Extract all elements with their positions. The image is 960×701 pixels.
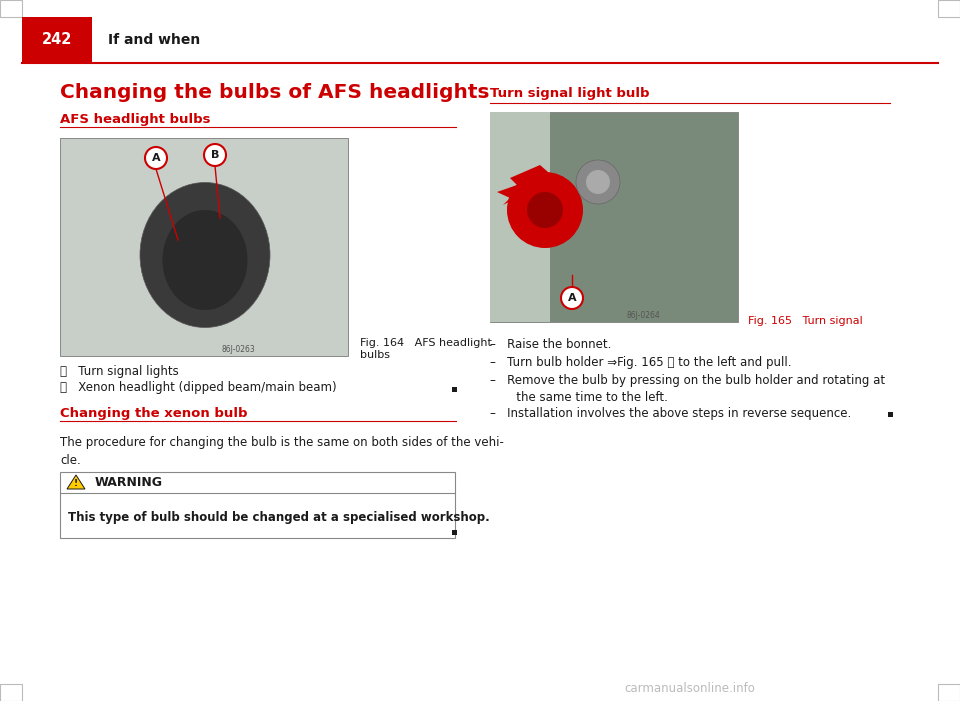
Bar (60, 138, 348, 356)
Text: –   Installation involves the above steps in reverse sequence.: – Installation involves the above steps … (490, 407, 852, 420)
Text: WARNING: WARNING (95, 477, 163, 489)
Circle shape (204, 144, 226, 166)
Text: A: A (567, 293, 576, 303)
Bar (60, 472, 455, 538)
Bar (0, 0, 22, 17)
Text: 86J-0264: 86J-0264 (626, 311, 660, 320)
Bar (452, 530, 457, 535)
Text: If and when: If and when (108, 33, 201, 47)
Polygon shape (497, 165, 548, 205)
Circle shape (527, 192, 563, 228)
Text: B: B (211, 150, 219, 160)
Text: Fig. 164   AFS headlight
bulbs: Fig. 164 AFS headlight bulbs (360, 338, 492, 360)
Text: This type of bulb should be changed at a specialised workshop.: This type of bulb should be changed at a… (68, 512, 490, 524)
Text: –   Remove the bulb by pressing on the bulb holder and rotating at
       the sa: – Remove the bulb by pressing on the bul… (490, 374, 885, 404)
Ellipse shape (162, 210, 248, 310)
Text: –   Turn bulb holder ⇒Fig. 165 Ⓐ to the left and pull.: – Turn bulb holder ⇒Fig. 165 Ⓐ to the le… (490, 356, 791, 369)
Text: Turn signal light bulb: Turn signal light bulb (490, 86, 650, 100)
Bar (490, 112, 550, 322)
Text: Ⓑ   Xenon headlight (dipped beam/main beam): Ⓑ Xenon headlight (dipped beam/main beam… (60, 381, 337, 393)
Bar (938, 0, 960, 17)
Text: carmanualsonline.info: carmanualsonline.info (625, 681, 756, 695)
Circle shape (561, 287, 583, 309)
Text: Fig. 165   Turn signal: Fig. 165 Turn signal (748, 316, 863, 326)
Text: 86J-0263: 86J-0263 (221, 344, 255, 353)
Text: !: ! (74, 479, 78, 489)
Circle shape (586, 170, 610, 194)
Text: Ⓐ   Turn signal lights: Ⓐ Turn signal lights (60, 365, 179, 379)
Circle shape (145, 147, 167, 169)
Bar (0, 684, 22, 701)
Polygon shape (67, 475, 85, 489)
Text: 242: 242 (42, 32, 72, 48)
Circle shape (507, 172, 583, 248)
Ellipse shape (140, 182, 270, 327)
Text: The procedure for changing the bulb is the same on both sides of the vehi-
cle.: The procedure for changing the bulb is t… (60, 436, 504, 467)
Text: –   Raise the bonnet.: – Raise the bonnet. (490, 338, 612, 351)
Bar (490, 112, 738, 322)
Bar (888, 412, 893, 417)
Bar (452, 387, 457, 392)
Text: AFS headlight bulbs: AFS headlight bulbs (60, 114, 210, 126)
Text: A: A (152, 153, 160, 163)
Text: Changing the xenon bulb: Changing the xenon bulb (60, 407, 248, 421)
Bar (938, 684, 960, 701)
Bar (22, 17, 92, 63)
Circle shape (576, 160, 620, 204)
Text: Changing the bulbs of AFS headlights: Changing the bulbs of AFS headlights (60, 83, 490, 102)
